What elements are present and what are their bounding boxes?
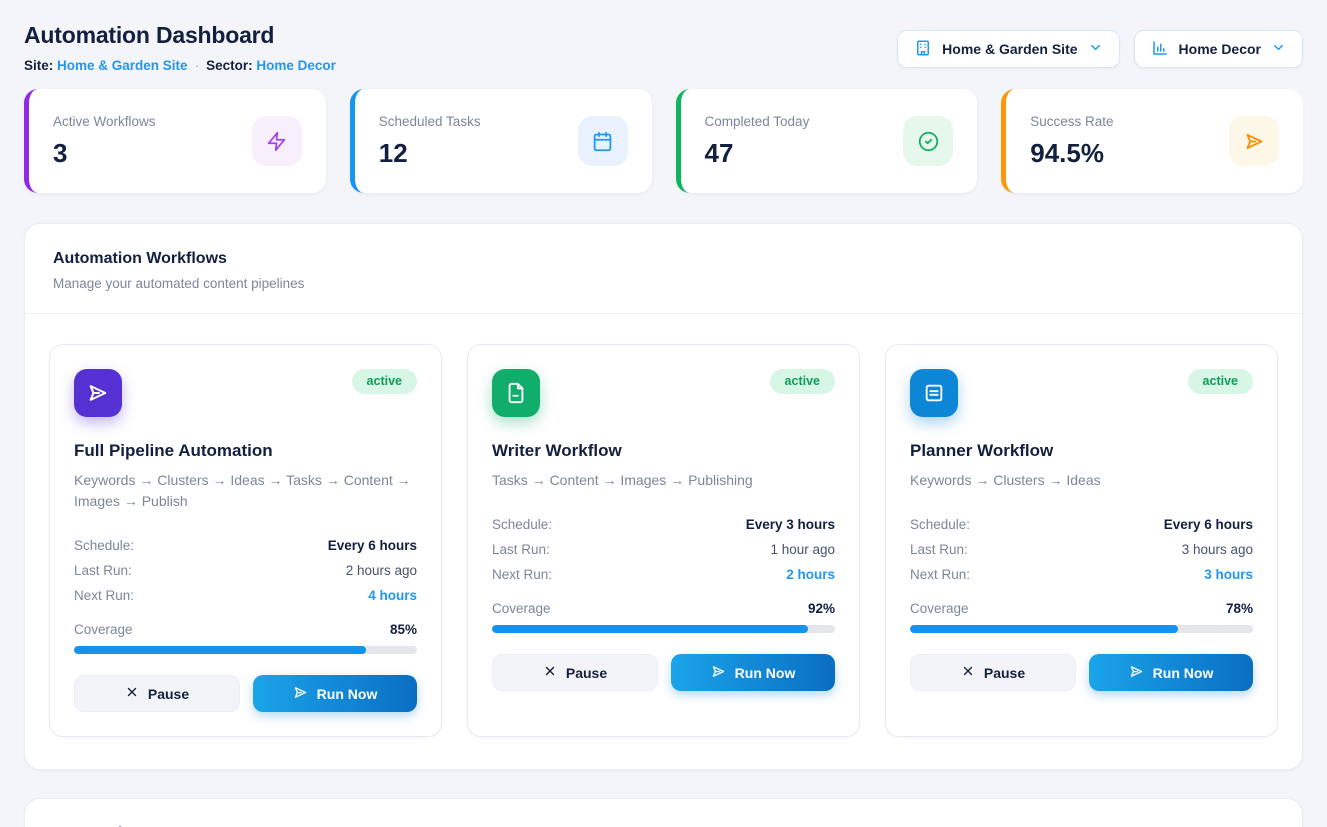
page-header: Automation Dashboard Site: Home & Garden… bbox=[24, 22, 1303, 73]
status-badge: active bbox=[769, 369, 835, 394]
stat-value: 47 bbox=[704, 137, 734, 168]
coverage-block: Coverage 85% bbox=[74, 622, 417, 654]
stat-card-scheduled-tasks: Scheduled Tasks 12 bbox=[349, 89, 652, 193]
calendar-icon bbox=[577, 116, 628, 166]
stat-card-active-workflows: Active Workflows 3 bbox=[24, 89, 326, 193]
stat-label: Scheduled Tasks bbox=[378, 113, 481, 129]
status-badge: active bbox=[1187, 369, 1253, 394]
stat-card-completed-today: Completed Today 47 bbox=[675, 89, 978, 193]
next-run-row: Next Run: 2 hours bbox=[492, 567, 835, 582]
workflow-title: Writer Workflow bbox=[492, 441, 622, 460]
workflow-description: Keywords → Clusters → Ideas → Tasks → Co… bbox=[74, 472, 411, 509]
sector-link[interactable]: Home Decor bbox=[256, 58, 336, 73]
building-icon bbox=[914, 39, 932, 60]
stat-value: 94.5% bbox=[1030, 137, 1104, 168]
check-circle-icon bbox=[903, 116, 954, 166]
last-run-row: Last Run: 3 hours ago bbox=[910, 542, 1253, 557]
schedule-row: Schedule: Every 3 hours bbox=[492, 517, 835, 532]
workflow-description: Tasks → Content → Images → Publishing bbox=[492, 472, 753, 488]
x-icon bbox=[543, 664, 557, 681]
workflows-section-header: Automation Workflows Manage your automat… bbox=[25, 224, 1302, 314]
chevron-down-icon bbox=[1271, 40, 1286, 58]
header-actions: Home & Garden Site Home Decor bbox=[897, 30, 1303, 68]
schedule-row: Schedule: Every 6 hours bbox=[74, 538, 417, 553]
coverage-block: Coverage 78% bbox=[910, 601, 1253, 633]
site-selector-dropdown[interactable]: Home & Garden Site bbox=[897, 30, 1120, 68]
breadcrumb: Site: Home & Garden Site · Sector: Home De… bbox=[24, 58, 336, 73]
send-icon bbox=[293, 685, 308, 703]
file-text-icon bbox=[492, 369, 540, 417]
workflow-card-full-pipeline: active Full Pipeline Automation Keywords… bbox=[49, 344, 442, 737]
sector-selector-label: Home Decor bbox=[1178, 41, 1261, 57]
coverage-progress-bar bbox=[74, 646, 417, 654]
bar-chart-icon bbox=[1151, 39, 1169, 60]
stat-label: Active Workflows bbox=[53, 113, 156, 129]
site-link[interactable]: Home & Garden Site bbox=[57, 58, 188, 73]
coverage-block: Coverage 92% bbox=[492, 601, 835, 633]
x-icon bbox=[961, 664, 975, 681]
workflows-section-subtitle: Manage your automated content pipelines bbox=[53, 276, 305, 291]
site-label: Site: bbox=[24, 58, 54, 73]
next-run-row: Next Run: 4 hours bbox=[74, 588, 417, 603]
automation-workflows-section: Automation Workflows Manage your automat… bbox=[24, 223, 1303, 770]
send-icon bbox=[1229, 116, 1279, 166]
page-title: Automation Dashboard bbox=[24, 22, 275, 48]
steps-section-header: Automation Steps Configure which steps a… bbox=[25, 799, 1302, 827]
run-now-button[interactable]: Run Now bbox=[671, 654, 835, 691]
send-icon bbox=[74, 369, 122, 417]
chevron-down-icon bbox=[1088, 40, 1103, 58]
send-icon bbox=[711, 664, 726, 682]
workflow-title: Planner Workflow bbox=[910, 441, 1054, 460]
workflow-title: Full Pipeline Automation bbox=[74, 441, 273, 460]
workflow-card-writer: active Writer Workflow Tasks → Content →… bbox=[467, 344, 860, 737]
send-icon bbox=[1129, 664, 1144, 682]
pause-button[interactable]: Pause bbox=[74, 675, 240, 712]
separator-dot: · bbox=[194, 58, 200, 73]
stat-label: Completed Today bbox=[704, 113, 810, 129]
last-run-row: Last Run: 2 hours ago bbox=[74, 563, 417, 578]
coverage-progress-bar bbox=[910, 625, 1253, 633]
workflows-section-title: Automation Workflows bbox=[53, 250, 227, 267]
coverage-progress-bar bbox=[492, 625, 835, 633]
last-run-row: Last Run: 1 hour ago bbox=[492, 542, 835, 557]
stat-label: Success Rate bbox=[1030, 113, 1114, 129]
pause-button[interactable]: Pause bbox=[492, 654, 658, 691]
x-icon bbox=[125, 685, 139, 702]
sector-label: Sector: bbox=[206, 58, 253, 73]
schedule-row: Schedule: Every 6 hours bbox=[910, 517, 1253, 532]
stats-grid: Active Workflows 3 Scheduled Tasks 12 Co… bbox=[24, 89, 1303, 193]
sector-selector-dropdown[interactable]: Home Decor bbox=[1133, 30, 1303, 68]
run-now-button[interactable]: Run Now bbox=[1089, 654, 1253, 691]
header-titles: Automation Dashboard Site: Home & Garden… bbox=[24, 22, 336, 73]
next-run-row: Next Run: 3 hours bbox=[910, 567, 1253, 582]
site-selector-label: Home & Garden Site bbox=[942, 41, 1078, 57]
note-list-icon bbox=[910, 369, 958, 417]
workflow-description: Keywords → Clusters → Ideas bbox=[910, 472, 1101, 488]
zap-icon bbox=[251, 116, 302, 166]
pause-button[interactable]: Pause bbox=[910, 654, 1076, 691]
status-badge: active bbox=[351, 369, 417, 394]
run-now-button[interactable]: Run Now bbox=[253, 675, 417, 712]
automation-steps-section: Automation Steps Configure which steps a… bbox=[24, 798, 1303, 827]
steps-section-title: Automation Steps bbox=[53, 825, 1274, 827]
stat-value: 3 bbox=[53, 137, 68, 168]
workflows-section-body: active Full Pipeline Automation Keywords… bbox=[25, 314, 1302, 769]
stat-value: 12 bbox=[378, 137, 408, 168]
workflow-card-planner: active Planner Workflow Keywords → Clust… bbox=[885, 344, 1278, 737]
stat-card-success-rate: Success Rate 94.5% bbox=[1001, 89, 1303, 193]
workflow-cards-grid: active Full Pipeline Automation Keywords… bbox=[49, 344, 1278, 737]
